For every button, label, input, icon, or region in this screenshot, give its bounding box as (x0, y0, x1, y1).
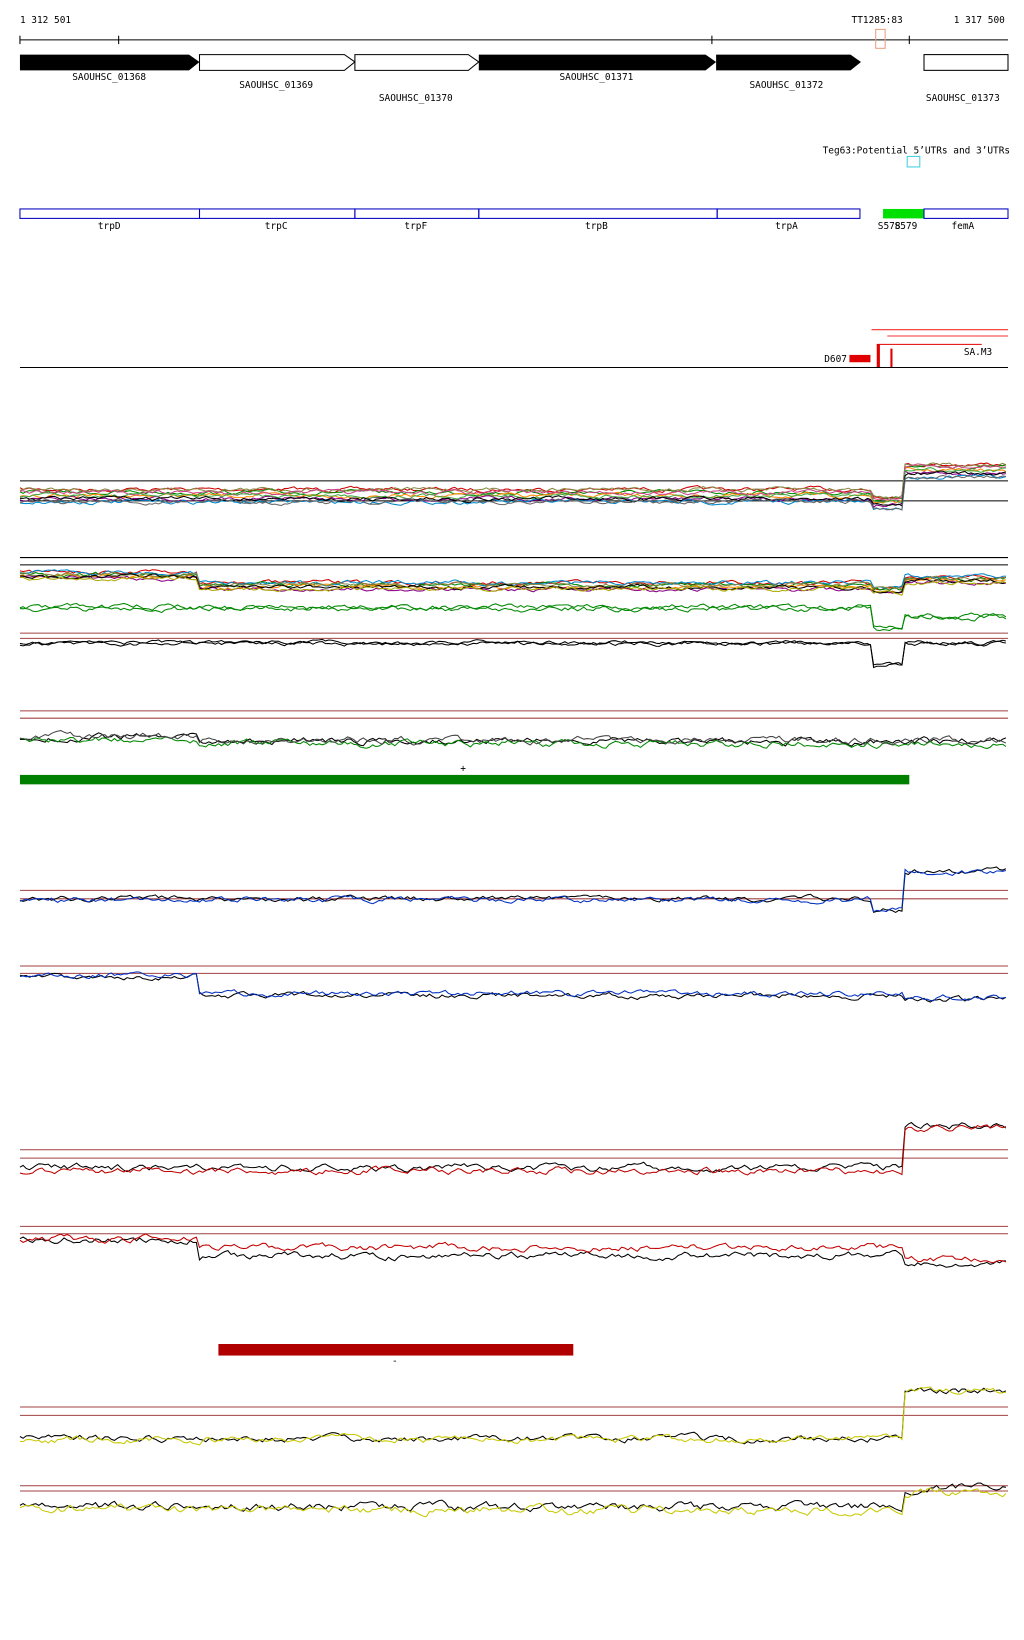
gene-arrow (19, 54, 200, 71)
gene-box (923, 54, 1009, 71)
coverage-line (19, 732, 1007, 747)
coverage-line (19, 971, 1006, 1002)
feature-box (923, 208, 1009, 219)
strand-bar (218, 1344, 574, 1356)
gene-arrow (478, 54, 717, 71)
strand-bar (19, 774, 910, 785)
feature-box (883, 208, 924, 219)
coverage-line (19, 1487, 1007, 1518)
coverage-line (19, 1236, 1006, 1268)
gene-arrow (198, 54, 356, 71)
browser-view: 1 312 501 TT1285:83 1 317 500 SAOUHSC_01… (19, 15, 1011, 1518)
coverage-line (19, 730, 1007, 746)
feature-label: trpC (265, 221, 288, 232)
coverage-line (19, 1233, 1007, 1264)
track-title: Teg63:Potential 5’UTRs and 3’UTRs (823, 145, 1011, 156)
coverage-line (19, 463, 1007, 501)
gene-arrow (716, 54, 861, 71)
coverage-line (19, 572, 1007, 594)
gene-label: SAOUHSC_01373 (926, 93, 1000, 104)
coverage-line (19, 638, 1006, 669)
region-box (849, 354, 871, 363)
coverage-line (19, 467, 1006, 503)
coverage-line (19, 1124, 1007, 1176)
feature-label: trpA (775, 221, 798, 232)
feature-box (198, 208, 356, 219)
coverage-line (19, 639, 1007, 666)
coverage-line (19, 868, 1007, 913)
ruler-start: 1 312 501 (20, 15, 71, 26)
strand-label: + (460, 764, 466, 775)
region-label: SA.M3 (964, 347, 992, 358)
coverage-line (19, 569, 1006, 589)
coverage-line (19, 571, 1007, 591)
coverage-line (19, 605, 1007, 632)
coverage-line (19, 470, 1006, 507)
gene-arrow (354, 54, 480, 71)
coverage-line (19, 473, 1007, 511)
ruler-marker-label: TT1285:83 (852, 15, 903, 26)
gene-label: SAOUHSC_01371 (559, 72, 633, 83)
feature-label: S578 (878, 221, 901, 232)
coverage-line (19, 1482, 1007, 1513)
region-label: D607 (824, 354, 847, 365)
gene-label: SAOUHSC_01368 (72, 72, 146, 83)
coverage-line (19, 866, 1007, 914)
coverage-line (19, 972, 1007, 1003)
coverage-line (19, 575, 1007, 596)
strand-label: - (392, 1356, 398, 1367)
region-box (890, 348, 893, 368)
gene-label: SAOUHSC_01370 (379, 93, 453, 104)
feature-label: S579 (895, 221, 918, 232)
feature-label: femA (951, 221, 974, 232)
ruler-end: 1 317 500 (954, 15, 1005, 26)
region-box (876, 344, 880, 368)
coverage-line (19, 1121, 1007, 1173)
coverage-line (19, 736, 1007, 750)
feature-box (716, 208, 861, 219)
feature-label: trpF (404, 221, 427, 232)
coverage-line (19, 1386, 1006, 1446)
utr-box (906, 155, 921, 168)
ruler-marker (875, 28, 886, 49)
gene-label: SAOUHSC_01372 (750, 80, 824, 91)
feature-label: trpD (98, 221, 121, 232)
feature-label: trpB (585, 221, 608, 232)
gene-label: SAOUHSC_01369 (239, 80, 313, 91)
feature-box (354, 208, 480, 219)
feature-box (478, 208, 718, 219)
coverage-line (19, 1387, 1007, 1445)
feature-box (19, 208, 201, 219)
coverage-line (19, 466, 1007, 504)
coverage-line (19, 475, 1006, 511)
